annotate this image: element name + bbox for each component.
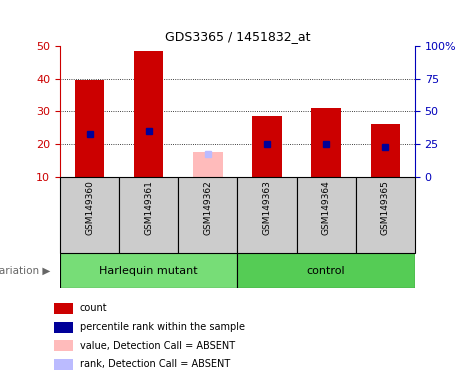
Bar xyxy=(193,152,223,177)
Text: GSM149364: GSM149364 xyxy=(322,180,331,235)
FancyBboxPatch shape xyxy=(356,177,415,253)
Text: GSM149365: GSM149365 xyxy=(381,180,390,235)
Text: value, Detection Call = ABSENT: value, Detection Call = ABSENT xyxy=(80,341,235,351)
FancyBboxPatch shape xyxy=(60,253,237,288)
FancyBboxPatch shape xyxy=(60,177,119,253)
Bar xyxy=(134,51,164,177)
FancyBboxPatch shape xyxy=(237,253,415,288)
Text: count: count xyxy=(80,303,107,313)
Text: control: control xyxy=(307,266,345,276)
FancyBboxPatch shape xyxy=(119,177,178,253)
Bar xyxy=(75,80,104,177)
Bar xyxy=(54,303,72,314)
FancyBboxPatch shape xyxy=(178,177,237,253)
Text: GSM149360: GSM149360 xyxy=(85,180,94,235)
Bar xyxy=(54,359,72,370)
Text: percentile rank within the sample: percentile rank within the sample xyxy=(80,322,245,332)
Title: GDS3365 / 1451832_at: GDS3365 / 1451832_at xyxy=(165,30,310,43)
Text: GSM149361: GSM149361 xyxy=(144,180,153,235)
Text: GSM149363: GSM149363 xyxy=(262,180,272,235)
FancyBboxPatch shape xyxy=(237,177,296,253)
Bar xyxy=(252,116,282,177)
Bar xyxy=(311,108,341,177)
Bar xyxy=(54,341,72,351)
Bar xyxy=(54,322,72,333)
Text: Harlequin mutant: Harlequin mutant xyxy=(100,266,198,276)
Text: genotype/variation ▶: genotype/variation ▶ xyxy=(0,266,51,276)
FancyBboxPatch shape xyxy=(296,177,356,253)
Bar xyxy=(371,124,400,177)
Text: GSM149362: GSM149362 xyxy=(203,180,213,235)
Text: rank, Detection Call = ABSENT: rank, Detection Call = ABSENT xyxy=(80,359,230,369)
